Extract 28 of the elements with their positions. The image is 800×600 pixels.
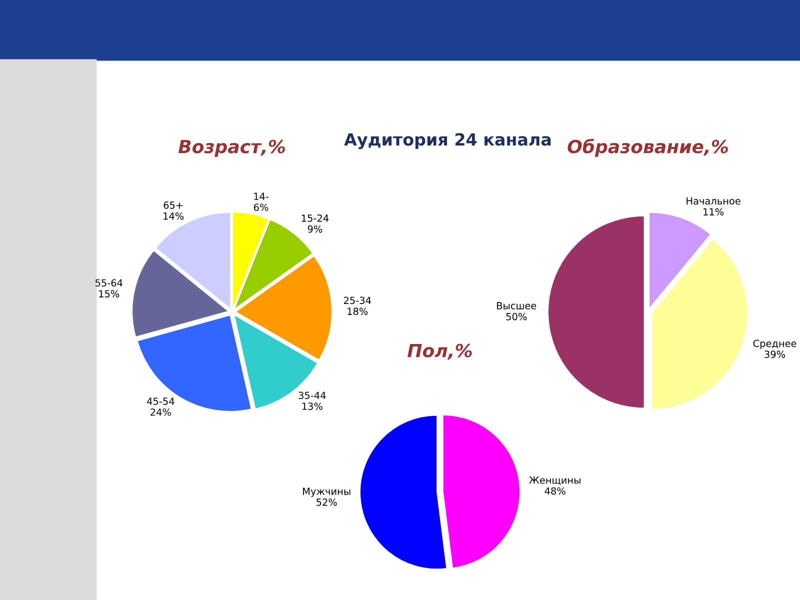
data-label: 50% xyxy=(506,312,527,320)
chart-title: Возраст,% xyxy=(178,140,285,157)
data-label: 11% xyxy=(704,208,724,216)
slice-label: Среднее xyxy=(753,340,796,349)
data-label: 15% xyxy=(99,290,120,298)
slice-label: Начальное xyxy=(686,197,740,205)
slice-label: 35-44 xyxy=(298,392,326,400)
data-label: 52% xyxy=(316,498,337,506)
slice-label: 45-54 xyxy=(147,398,174,405)
data-label: 18% xyxy=(348,308,368,315)
chart-title: Образование,% xyxy=(568,138,728,157)
slice-label: 55-64 xyxy=(96,279,122,287)
data-label: 6% xyxy=(254,204,268,211)
data-label: 14% xyxy=(164,212,184,220)
slice-label: 25-34 xyxy=(344,296,371,304)
slice-label: Мужчины xyxy=(303,488,350,497)
slice-label: Высшее xyxy=(497,302,536,310)
data-label: 9% xyxy=(308,225,322,233)
data-label: 13% xyxy=(302,402,322,410)
data-label: 48% xyxy=(544,487,566,495)
slice-label: 65+ xyxy=(164,201,183,209)
data-label: 39% xyxy=(764,350,786,358)
slice-label: 14- xyxy=(254,192,268,200)
text: Аудитория 24 канала xyxy=(344,133,551,150)
slice-label: Женщины xyxy=(529,476,580,485)
slice-label: 15-24 xyxy=(302,214,329,222)
data-label: 24% xyxy=(150,408,171,416)
chart-title: Пол,% xyxy=(408,344,472,360)
